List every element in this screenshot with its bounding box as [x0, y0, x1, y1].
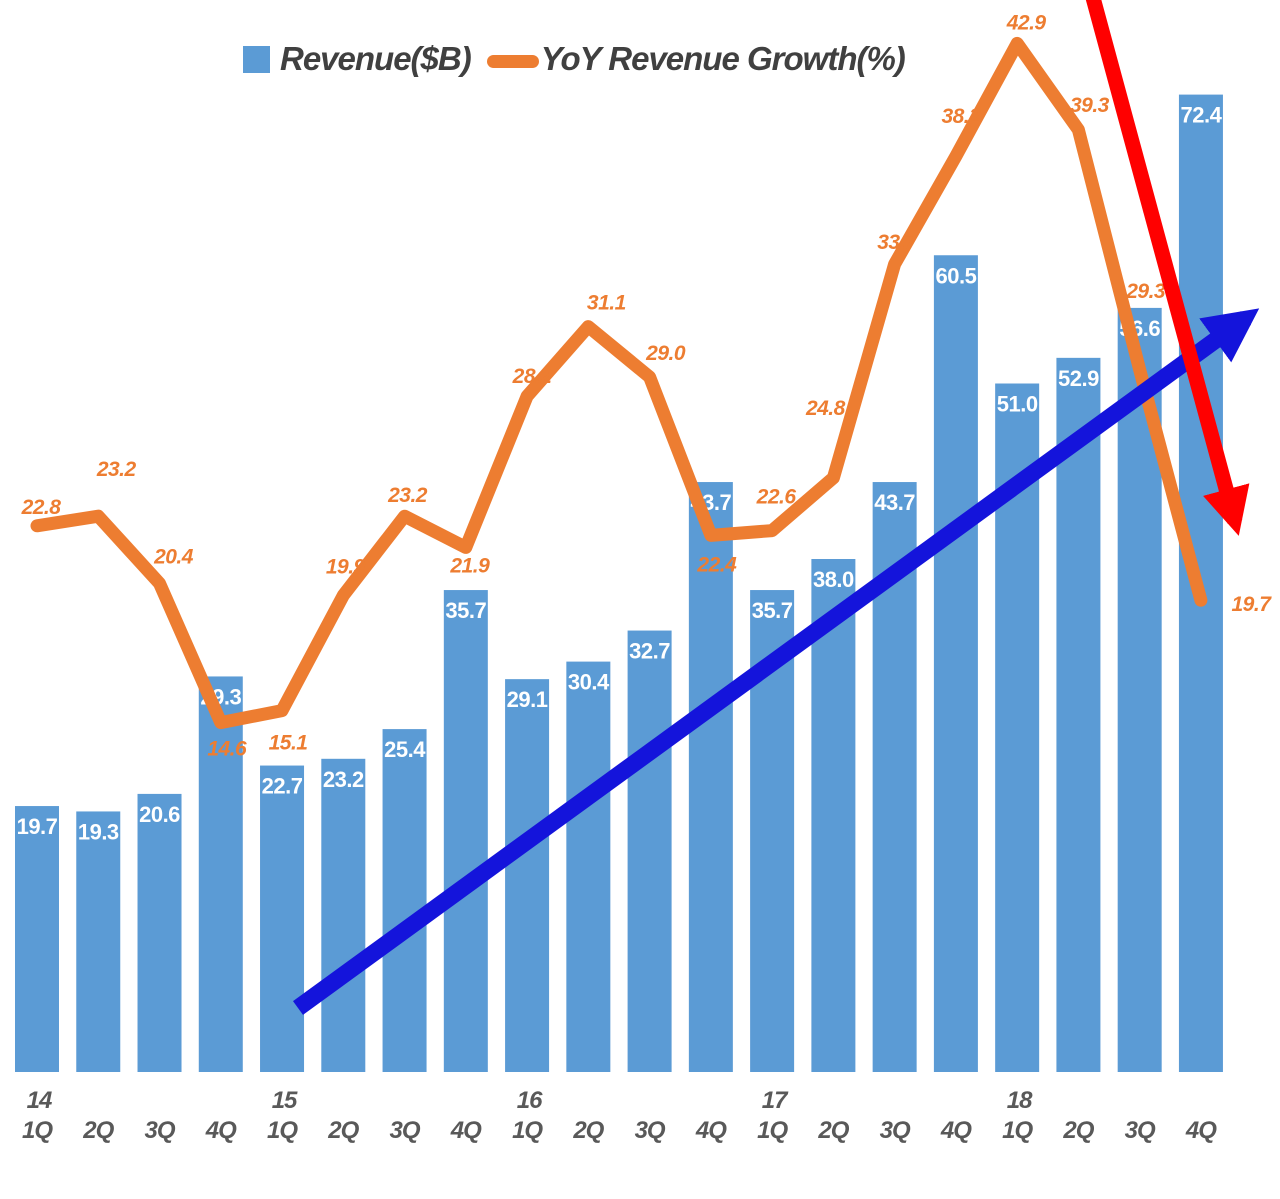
- growth-value-label: 21.9: [449, 554, 490, 577]
- quarter-tick-label: 3Q: [880, 1117, 911, 1144]
- revenue-bar-2Q-1: [76, 811, 121, 1072]
- bar-value-label: 25.4: [384, 737, 426, 762]
- quarter-tick-label: 1Q: [512, 1117, 543, 1144]
- quarter-tick-label: 3Q: [635, 1117, 666, 1144]
- revenue-bar-1Q-4: [260, 765, 305, 1072]
- revenue-bar-2Q-5: [321, 758, 366, 1072]
- bar-value-label: 30.4: [568, 670, 610, 695]
- year-tick-label: 16: [517, 1087, 543, 1114]
- revenue-bar-3Q-2: [137, 793, 182, 1072]
- growth-value-label: 22.6: [756, 486, 797, 509]
- bar-value-label: 38.0: [813, 567, 854, 592]
- growth-value-label: 33.7: [877, 231, 918, 254]
- quarter-tick-label: 2Q: [817, 1117, 849, 1144]
- revenue-bar-1Q-0: [15, 806, 59, 1072]
- growth-value-label: 31.1: [587, 292, 626, 315]
- quarter-tick-label: 1Q: [22, 1117, 53, 1144]
- yoy-growth-line: [30, 36, 1208, 730]
- bar-value-label: 60.5: [935, 263, 976, 288]
- quarter-tick-label: 4Q: [450, 1117, 482, 1144]
- growth-value-label: 28.2: [512, 365, 553, 388]
- quarter-tick-label: 3Q: [145, 1117, 176, 1144]
- growth-value-label: 23.2: [387, 484, 428, 507]
- uptrend-arrow: [292, 308, 1260, 1015]
- growth-value-label: 42.9: [1006, 11, 1047, 34]
- quarter-tick-label: 2Q: [327, 1117, 359, 1144]
- quarter-tick-label: 1Q: [267, 1117, 298, 1144]
- revenue-series-label: Revenue($B): [280, 40, 472, 77]
- bar-value-label: 35.7: [445, 598, 486, 623]
- quarter-tick-label: 3Q: [1125, 1117, 1156, 1144]
- revenue-bar-4Q-7: [443, 590, 488, 1072]
- revenue-bar-labels: 19.7 19.3 20.6 29.3 22.7 23.2 25.4 35.7 29.1 30.4…: [17, 103, 1224, 845]
- bar-value-label: 19.7: [17, 814, 58, 839]
- growth-value-label: 29.3: [1125, 280, 1166, 303]
- x-axis-labels: 1Q 2Q 3Q 4Q 1Q 2Q 3Q 4Q 1Q 2Q 3Q 4Q 1Q 2Q 3Q 4Q 1Q 2Q 3Q 4Q…: [22, 1087, 1218, 1144]
- year-tick-label: 17: [762, 1087, 789, 1114]
- quarter-tick-label: 3Q: [390, 1117, 421, 1144]
- revenue-bar-2Q-13: [811, 559, 856, 1072]
- growth-value-label: 38.2: [941, 105, 981, 128]
- growth-value-label: 15.1: [269, 732, 308, 755]
- downtrend-arrow: [1085, 0, 1250, 536]
- bar-value-label: 35.7: [752, 598, 793, 623]
- growth-value-label: 24.8: [805, 397, 846, 420]
- revenue-bar-1Q-8: [505, 679, 550, 1072]
- bar-value-label: 52.9: [1058, 366, 1099, 391]
- growth-value-label: 22.4: [696, 553, 737, 576]
- revenue-series-swatch: [243, 45, 270, 73]
- revenue-bar-4Q-15: [933, 255, 978, 1072]
- bar-value-label: 43.7: [874, 490, 915, 515]
- bar-value-label: 32.7: [629, 639, 670, 664]
- year-tick-label: 18: [1007, 1087, 1033, 1114]
- revenue-bar-4Q-11: [688, 482, 733, 1072]
- growth-value-label: 22.8: [21, 496, 62, 519]
- revenue-bar-3Q-6: [382, 729, 427, 1072]
- quarter-tick-label: 2Q: [82, 1117, 114, 1144]
- year-tick-label: 14: [27, 1087, 52, 1114]
- growth-value-label: 20.4: [153, 545, 194, 568]
- growth-series-label: YoY Revenue Growth(%): [540, 40, 906, 77]
- growth-value-label: 23.2: [96, 458, 137, 481]
- revenue-bar-2Q-17: [1056, 357, 1101, 1073]
- quarter-tick-label: 4Q: [1185, 1117, 1217, 1144]
- quarter-tick-label: 2Q: [1062, 1117, 1094, 1144]
- growth-series-dash-icon: [486, 54, 539, 68]
- bar-value-label: 72.4: [1181, 103, 1223, 128]
- quarter-tick-label: 4Q: [205, 1117, 237, 1144]
- revenue-bar-2Q-9: [566, 661, 611, 1072]
- bar-value-label: 19.3: [78, 819, 119, 844]
- growth-value-label: 29.0: [645, 342, 686, 365]
- growth-line-labels: 22.8 23.2 20.4 14.6 15.1 19.9 23.2 21.9 28.2 31.1…: [21, 11, 1273, 760]
- revenue-bar-4Q-3: [198, 676, 243, 1072]
- bar-value-label: 23.2: [323, 767, 364, 792]
- bar-value-label: 20.6: [139, 802, 180, 827]
- growth-value-label: 39.3: [1070, 94, 1110, 117]
- quarter-tick-label: 1Q: [757, 1117, 788, 1144]
- revenue-bar-3Q-10: [627, 630, 672, 1072]
- quarter-tick-label: 1Q: [1002, 1117, 1033, 1144]
- quarter-tick-label: 2Q: [572, 1117, 604, 1144]
- quarter-tick-label: 4Q: [695, 1117, 727, 1144]
- growth-value-label: 19.7: [1232, 593, 1273, 616]
- quarter-tick-label: 4Q: [940, 1117, 972, 1144]
- growth-value-label: 14.6: [207, 738, 247, 761]
- year-tick-label: 15: [272, 1087, 298, 1114]
- bar-value-label: 51.0: [997, 392, 1038, 417]
- chart-legend: Revenue($B) YoY Revenue Growth(%): [243, 40, 906, 78]
- bar-value-label: 22.7: [262, 774, 303, 799]
- growth-value-label: 19.9: [326, 555, 366, 578]
- revenue-bars: [15, 94, 1223, 1073]
- bar-value-label: 29.1: [507, 687, 548, 712]
